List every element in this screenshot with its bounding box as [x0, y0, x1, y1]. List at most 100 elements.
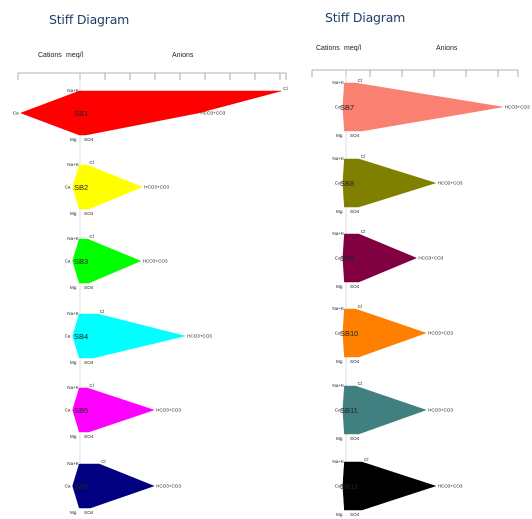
stiff-polygon-sb5: Na+K Cl HCO3+CO3 SO4 Mg Ca SB5	[65, 383, 182, 439]
stiff-polygon-sb12: Na+K Cl HCO3+CO3 SO4 Mg Ca SB12	[332, 457, 463, 517]
sample-label: SB3	[74, 257, 88, 266]
sample-label: SB12	[340, 482, 358, 491]
stiff-polygon-sb7: Na+K Cl HCO3+CO3 SO4 Mg Ca SB7	[332, 78, 530, 138]
ion-label-ca: Ca	[335, 484, 341, 489]
stiff-polygon-sb8: Na+K Cl HCO3+CO3 SO4 Mg Ca SB8	[332, 154, 463, 214]
header-unit: meq/l	[66, 52, 84, 59]
stiff-shape	[342, 158, 437, 208]
stiff-polygon-sb1: Na+K Cl HCO3+CO3 SO4 Mg Ca SB1	[13, 86, 288, 142]
sample-label: SB4	[74, 332, 88, 341]
ion-label-mg: Mg	[336, 359, 343, 364]
ion-label-na-k: Na+K	[67, 385, 80, 390]
ion-label-cl: Cl	[361, 154, 365, 159]
ion-label-hco3-co3: HCO3+CO3	[438, 484, 463, 489]
ion-label-cl: Cl	[364, 457, 368, 462]
ion-label-hco3-co3: HCO3+CO3	[156, 484, 181, 489]
ion-label-so4: SO4	[84, 211, 94, 216]
stiff-polygon-sb6: Na+K Cl HCO3+CO3 SO4 Mg Ca SB6	[65, 459, 182, 515]
ion-label-so4: SO4	[84, 285, 94, 290]
stiff-shape	[20, 90, 282, 136]
ion-label-cl: Cl	[358, 381, 362, 386]
ion-label-cl: Cl	[358, 78, 362, 83]
ion-label-hco3-co3: HCO3+CO3	[156, 408, 181, 413]
ion-label-hco3-co3: HCO3+CO3	[200, 111, 225, 116]
ion-label-na-k: Na+K	[67, 162, 80, 167]
ion-label-mg: Mg	[336, 284, 343, 289]
ion-label-na-k: Na+K	[67, 311, 80, 316]
ion-label-ca: Ca	[65, 484, 71, 489]
ion-label-cl: Cl	[358, 304, 362, 309]
sample-label: SB5	[74, 406, 88, 415]
stiff-shape	[342, 385, 427, 435]
ion-label-ca: Ca	[13, 111, 19, 116]
header-cations: Cations	[38, 52, 62, 59]
stiff-shape	[72, 387, 155, 433]
ion-label-so4: SO4	[350, 436, 360, 441]
ion-label-ca: Ca	[65, 185, 71, 190]
header-anions: Anions	[172, 52, 194, 59]
sample-label: SB7	[340, 103, 354, 112]
sample-label: SB11	[340, 406, 358, 415]
ion-label-hco3-co3: HCO3+CO3	[428, 331, 453, 336]
ion-label-so4: SO4	[350, 209, 360, 214]
ion-label-so4: SO4	[84, 360, 94, 365]
ion-label-so4: SO4	[84, 137, 94, 142]
stiff-shape	[342, 233, 418, 283]
sample-label: SB2	[74, 183, 88, 192]
header-unit: meq/l	[344, 45, 362, 52]
stiff-panel-left: Stiff Diagram Cations meq/l Anions Na+K C…	[13, 12, 288, 515]
stiff-shape	[72, 313, 186, 359]
ion-label-ca: Ca	[65, 408, 71, 413]
header-anions: Anions	[436, 45, 458, 52]
ion-label-mg: Mg	[336, 133, 343, 138]
sample-label: SB8	[340, 179, 354, 188]
stiff-shape	[342, 308, 427, 358]
ion-label-mg: Mg	[336, 209, 343, 214]
stiff-panel-right: Stiff Diagram Cations meq/l Anions Na+K C…	[292, 0, 532, 519]
sample-label: SB6	[74, 482, 88, 491]
ion-label-cl: Cl	[361, 229, 365, 234]
ion-label-na-k: Na+K	[332, 156, 345, 161]
ion-label-hco3-co3: HCO3+CO3	[144, 185, 169, 190]
ion-label-na-k: Na+K	[67, 88, 80, 93]
ion-label-cl: Cl	[89, 234, 93, 239]
ion-label-mg: Mg	[70, 434, 77, 439]
ion-label-na-k: Na+K	[332, 80, 345, 85]
ion-label-mg: Mg	[70, 211, 77, 216]
ion-label-mg: Mg	[70, 510, 77, 515]
ion-label-so4: SO4	[350, 512, 360, 517]
stiff-polygon-sb2: Na+K Cl HCO3+CO3 SO4 Mg Ca SB2	[65, 160, 170, 216]
ion-label-na-k: Na+K	[67, 236, 80, 241]
stiff-shape	[72, 164, 143, 210]
stiff-polygon-sb10: Na+K Cl HCO3+CO3 SO4 Mg Ca SB10	[332, 304, 453, 364]
ion-label-mg: Mg	[70, 360, 77, 365]
ion-label-so4: SO4	[350, 284, 360, 289]
ion-label-na-k: Na+K	[332, 306, 345, 311]
stiff-shape	[342, 461, 437, 511]
ion-label-cl: Cl	[101, 459, 105, 464]
ion-label-na-k: Na+K	[332, 231, 345, 236]
ion-label-hco3-co3: HCO3+CO3	[505, 105, 530, 110]
ion-label-so4: SO4	[350, 133, 360, 138]
ion-label-so4: SO4	[350, 359, 360, 364]
ion-label-so4: SO4	[84, 434, 94, 439]
ion-label-mg: Mg	[70, 137, 77, 142]
ion-label-ca: Ca	[65, 259, 71, 264]
ion-label-mg: Mg	[336, 512, 343, 517]
ion-label-hco3-co3: HCO3+CO3	[438, 181, 463, 186]
stiff-shape	[342, 82, 503, 132]
ion-label-na-k: Na+K	[332, 459, 345, 464]
stiff-polygon-sb4: Na+K Cl HCO3+CO3 SO4 Mg Ca SB4	[65, 309, 213, 365]
ion-label-cl: Cl	[89, 383, 93, 388]
ion-label-hco3-co3: HCO3+CO3	[187, 334, 212, 339]
stiff-plot-left: Na+K Cl HCO3+CO3 SO4 Mg Ca SB1 Na+K Cl HCO3+CO3 SO…	[13, 72, 288, 515]
stiff-polygon-sb11: Na+K Cl HCO3+CO3 SO4 Mg Ca SB11	[332, 381, 453, 441]
ion-label-ca: Ca	[335, 408, 341, 413]
ion-label-na-k: Na+K	[67, 461, 80, 466]
panel-title: Stiff Diagram	[49, 12, 130, 27]
ion-label-ca: Ca	[335, 256, 341, 261]
stiff-polygon-sb9: Na+K Cl HCO3+CO3 SO4 Mg Ca SB9	[332, 229, 443, 289]
ion-label-hco3-co3: HCO3+CO3	[143, 259, 168, 264]
